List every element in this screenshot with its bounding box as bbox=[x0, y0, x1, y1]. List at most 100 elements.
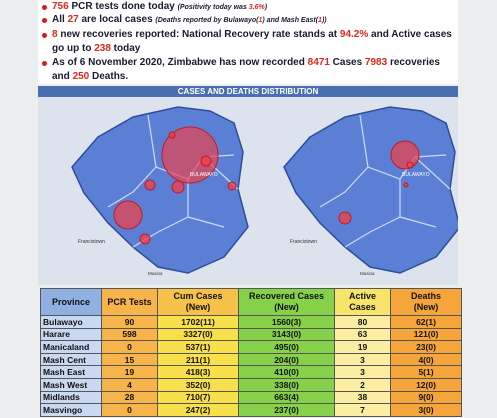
header-text: Cases bbox=[349, 302, 376, 312]
table-cell: 3 bbox=[334, 352, 391, 367]
table-cell: 63 bbox=[334, 327, 391, 342]
header-cell: Cum Cases (New) bbox=[157, 288, 239, 316]
table-cell: 237(0) bbox=[238, 403, 335, 417]
table-cell: 3143(0) bbox=[238, 327, 335, 342]
table-cell: 352(0) bbox=[157, 377, 239, 392]
bullet-item: As of 6 November 2020, Zimbabwe has now … bbox=[42, 56, 452, 84]
header-cell: Recovered Cases (New) bbox=[238, 288, 335, 316]
bullet-text: 8471 bbox=[307, 57, 330, 68]
header-text: Cum Cases bbox=[173, 291, 223, 301]
table-cell: 7 bbox=[334, 403, 391, 417]
case-bubble bbox=[113, 200, 143, 230]
table-cell: 247(2) bbox=[157, 403, 239, 417]
death-bubble bbox=[403, 182, 409, 188]
table-cell: Harare bbox=[40, 327, 102, 342]
table-cell: 28 bbox=[101, 390, 158, 405]
header-text: Recovered Cases bbox=[248, 291, 325, 301]
header-text: PCR Tests bbox=[107, 296, 152, 307]
bullet-text: (Positivity today was bbox=[177, 4, 249, 11]
table-row: Bulawayo 90 1702(11) 1560(3) 80 62(1) bbox=[40, 315, 462, 329]
table-cell: 3(0) bbox=[390, 403, 462, 417]
case-bubble bbox=[171, 180, 185, 194]
bullet-text: 238 bbox=[94, 43, 111, 54]
bullet-text: 250 bbox=[72, 71, 90, 82]
data-table: Province PCR Tests Cum Cases (New) Recovered… bbox=[40, 288, 462, 417]
case-bubble bbox=[168, 131, 176, 139]
table-cell: 418(3) bbox=[157, 365, 239, 379]
bullet-text: 8 bbox=[52, 29, 58, 40]
death-bubble bbox=[338, 211, 352, 225]
map bbox=[71, 106, 249, 274]
case-bubble bbox=[139, 233, 151, 245]
summary-box: 756 PCR tests done today (Positivity tod… bbox=[38, 0, 458, 84]
bullet-text: (Deaths reported by Bulawayo( bbox=[155, 17, 259, 24]
table-cell: 3 bbox=[334, 365, 391, 379]
table-cell: 4 bbox=[101, 377, 158, 392]
table-cell: 598 bbox=[101, 327, 158, 342]
case-bubble bbox=[200, 155, 212, 167]
table-row: Masvingo 0 247(2) 237(0) 7 3(0) bbox=[40, 403, 462, 417]
bullet-text: new recoveries reported: National Recove… bbox=[57, 29, 340, 40]
map-label: Musina bbox=[360, 271, 375, 276]
bullet-text: 27 bbox=[67, 14, 79, 25]
case-bubble bbox=[161, 126, 219, 184]
bullet-text: 3.6% bbox=[248, 4, 265, 11]
table-cell: 80 bbox=[334, 315, 391, 329]
table-cell: 15 bbox=[101, 352, 158, 367]
map-label: Francistown bbox=[78, 239, 105, 245]
header-text: Province bbox=[51, 296, 91, 307]
table-cell: 211(1) bbox=[157, 352, 239, 367]
header-cell: Active Cases bbox=[334, 288, 391, 316]
table-cell: 0 bbox=[101, 340, 158, 354]
table-cell: Mash West bbox=[40, 377, 102, 392]
header-cell: Deaths (New) bbox=[390, 288, 462, 316]
map bbox=[283, 106, 458, 274]
bullet-text: )) bbox=[321, 17, 327, 24]
header-row: Province PCR Tests Cum Cases (New) Recovered… bbox=[40, 288, 462, 316]
header-cell: Province bbox=[40, 288, 102, 316]
table-cell: 0 bbox=[101, 403, 158, 417]
table-cell: 38 bbox=[334, 390, 391, 405]
table-cell: 1702(11) bbox=[157, 315, 239, 329]
section-banner: CASES AND DEATHS DISTRIBUTION bbox=[38, 86, 458, 97]
table-cell: Manicaland bbox=[40, 340, 102, 354]
map-label: Francistown bbox=[290, 239, 317, 245]
table-row: Mash East 19 418(3) 410(0) 3 5(1) bbox=[40, 365, 462, 379]
table-cell: Midlands bbox=[40, 390, 102, 405]
bullet-item: All 27 are local cases (Deaths reported … bbox=[42, 13, 452, 28]
map-label: BULAWAYO bbox=[190, 172, 218, 178]
table-cell: 710(7) bbox=[157, 390, 239, 405]
bullet-text: today bbox=[110, 43, 141, 54]
table-cell: 537(1) bbox=[157, 340, 239, 354]
map-label: Musina bbox=[148, 271, 163, 276]
bullet-text: Deaths. bbox=[89, 71, 129, 82]
bullet-text: PCR tests done today bbox=[68, 1, 178, 12]
death-bubble bbox=[390, 140, 420, 170]
header-cell: PCR Tests bbox=[101, 288, 158, 316]
table-cell: 4(0) bbox=[390, 352, 462, 367]
bullet-text: All bbox=[52, 14, 68, 25]
header-text: Active bbox=[348, 291, 376, 301]
table-cell: Mash Cent bbox=[40, 352, 102, 367]
header-text: (New) bbox=[185, 302, 211, 312]
table-cell: 23(0) bbox=[390, 340, 462, 354]
table-row: Mash Cent 15 211(1) 204(0) 3 4(0) bbox=[40, 352, 462, 367]
bullet-text: 7983 bbox=[364, 57, 388, 68]
table-cell: 663(4) bbox=[238, 390, 335, 405]
bullet-text: 756 bbox=[52, 1, 69, 12]
map-label: BULAWAYO bbox=[402, 172, 430, 178]
bullet-text: 1 bbox=[258, 17, 263, 24]
table-cell: 12(0) bbox=[390, 377, 462, 392]
table-cell: 19 bbox=[334, 340, 391, 354]
table-cell: Bulawayo bbox=[40, 315, 102, 329]
table-cell: 90 bbox=[101, 315, 158, 329]
bullet-text: ) and Mash East( bbox=[262, 17, 319, 24]
case-bubble bbox=[144, 179, 156, 191]
case-bubble bbox=[227, 181, 237, 191]
maps: BULAWAYO BULAWAYO Francistown Francistown Mu… bbox=[38, 97, 458, 285]
bullet-text: Cases bbox=[329, 57, 365, 68]
bullet-item: 756 PCR tests done today (Positivity tod… bbox=[42, 0, 452, 15]
table-cell: 5(1) bbox=[390, 365, 462, 379]
table-cell: 62(1) bbox=[390, 315, 462, 329]
